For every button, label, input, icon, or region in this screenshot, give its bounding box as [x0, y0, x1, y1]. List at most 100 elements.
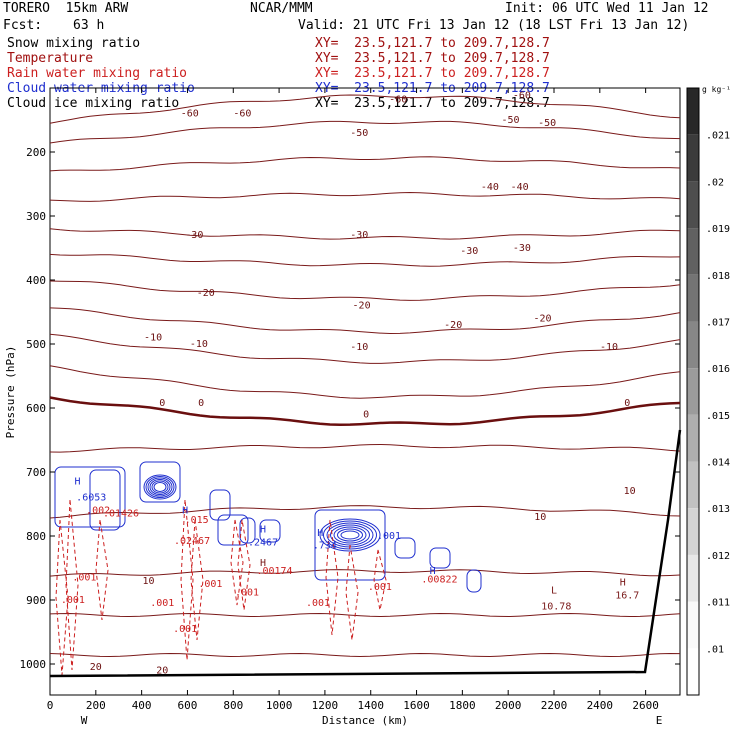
temperature-contour-line [49, 612, 681, 618]
extremum-label: 16.7 [615, 591, 639, 602]
colorbar-segment [687, 368, 699, 415]
temperature-label: 20 [156, 665, 168, 676]
colorbar-segment [687, 228, 699, 275]
rain-label: .02467 [174, 536, 210, 547]
colorbar-label: .012 [706, 551, 730, 562]
temperature-label: -10 [190, 339, 208, 350]
extremum-label: H [620, 578, 626, 589]
temperature-label: -60 [181, 109, 199, 120]
temperature-label: 20 [90, 662, 102, 673]
cloud-water-contour [466, 569, 482, 593]
cloud-water-contour [209, 489, 231, 521]
fcst-value: 63 h [73, 18, 105, 33]
colorbar-label: .011 [706, 598, 730, 609]
x-tick-label: 400 [132, 699, 152, 712]
temperature-label: -60 [389, 95, 407, 106]
y-axis-title: Pressure (hPa) [4, 346, 17, 439]
x-tick-label: 1600 [403, 699, 430, 712]
field-xy-temperature: XY= 23.5,121.7 to 209.7,128.7 [315, 51, 550, 66]
x-tick-label: 200 [86, 699, 106, 712]
cloud-water-contour [429, 547, 451, 569]
extremum-label: H [260, 558, 266, 569]
x-tick-label: 2000 [495, 699, 522, 712]
rain-label: .002 [86, 505, 110, 516]
temperature-label: 0 [363, 409, 369, 420]
rain-label: .001 [198, 579, 222, 590]
cloud-label: H [430, 566, 436, 577]
temperature-label: 10 [624, 486, 636, 497]
cloud-water-contour [89, 469, 121, 531]
cloud-water-contour [259, 519, 281, 543]
rain-label: .001 [150, 598, 174, 609]
colorbar-frame [686, 87, 700, 696]
temperature-label: -20 [197, 288, 215, 299]
rain-water-contour [325, 519, 339, 636]
rain-label: .00174 [256, 566, 292, 577]
cloud-water-contour [337, 528, 363, 542]
temperature-contour-line [49, 365, 681, 399]
cloud-water-contour [145, 476, 175, 498]
rain-label: .015 [185, 515, 209, 526]
temperature-contour-line [49, 280, 681, 301]
colorbar-label: .02 [706, 177, 724, 188]
plot-frame [49, 87, 681, 696]
cloud-water-contour [217, 514, 249, 546]
colorbar-label: .017 [706, 317, 730, 328]
rain-water-contour [65, 499, 79, 671]
rain-water-contour [180, 499, 194, 661]
temperature-label: 0 [159, 398, 165, 409]
temperature-contour-line [49, 191, 681, 202]
cloud-water-contour [239, 517, 256, 544]
colorbar-segment [687, 321, 699, 369]
extremum-label: 10.78 [541, 601, 571, 612]
temperature-contour-line [49, 94, 681, 124]
x-tick-label: 2600 [632, 699, 659, 712]
valid-time: Valid: 21 UTC Fri 13 Jan 12 (18 LST Fri … [298, 18, 690, 33]
rain-label: .001 [173, 624, 197, 635]
temperature-label: 10 [534, 512, 546, 523]
cloud-water-contour [340, 530, 360, 540]
y-tick-label: 500 [26, 338, 46, 351]
temperature-contour-line [49, 333, 681, 364]
temperature-contour-line [49, 505, 681, 519]
temperature-label: -50 [538, 118, 556, 129]
axes: 0 200 400 600 800 1000 1200 1400 1600 1800 2000 220… [20, 88, 680, 712]
cloud-water-contour [153, 482, 167, 492]
colorbar-label: .013 [706, 504, 730, 515]
temperature-contour-line [49, 569, 681, 577]
cloud-water-contour [151, 480, 169, 494]
init-time: Init: 06 UTC Wed 11 Jan 12 [505, 1, 709, 16]
colorbar-label: .016 [706, 364, 730, 375]
cloud-label: .001 [377, 531, 401, 542]
model-title: TORERO 15km ARW [3, 1, 129, 16]
east-label: E [656, 714, 663, 727]
x-tick-label: 1000 [266, 699, 293, 712]
terrain-surface [49, 429, 682, 678]
y-tick-label: 900 [26, 594, 46, 607]
rain-label: .00822 [421, 575, 457, 586]
temperature-contours [49, 94, 681, 658]
rain-label: .001 [61, 595, 85, 606]
colorbar-segment [687, 274, 699, 322]
colorbar-label: .014 [706, 458, 730, 469]
temperature-contour-line [49, 253, 681, 267]
colorbar-label: .015 [706, 411, 730, 422]
colorbar-label: .018 [706, 271, 730, 282]
field-label-temperature: Temperature [7, 51, 94, 66]
temperature-contour-line [49, 228, 681, 240]
field-label-cloud-ice: Cloud ice mixing ratio [7, 96, 180, 111]
temperature-label: -20 [353, 301, 371, 312]
cloud-water-contour [147, 477, 173, 497]
colorbar-label: .021 [706, 131, 730, 142]
rain-label: .001 [368, 582, 392, 593]
cloud-water-contour [54, 466, 126, 528]
colorbar-segment [687, 601, 699, 649]
temperature-label: -40 [481, 182, 499, 193]
rain-water-contour [190, 519, 204, 641]
x-axis-title: Distance (km) [322, 714, 408, 727]
cloud-water-contour [319, 518, 381, 552]
cloud-label: .2467 [248, 537, 278, 548]
temperature-label: -50 [350, 128, 368, 139]
x-tick-label: 0 [47, 699, 54, 712]
